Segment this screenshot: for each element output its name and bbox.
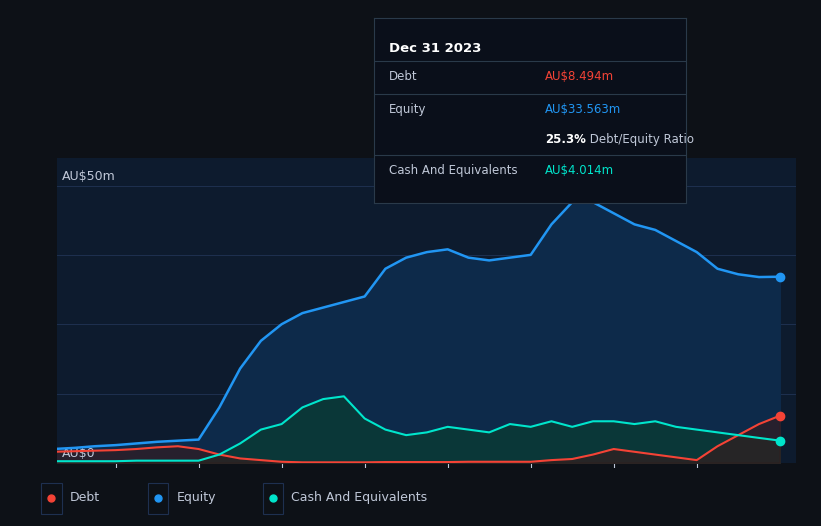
Text: Equity: Equity [177, 491, 216, 503]
Text: Equity: Equity [389, 103, 427, 116]
Text: 25.3%: 25.3% [545, 133, 586, 146]
Text: AU$50m: AU$50m [62, 170, 116, 183]
Text: Cash And Equivalents: Cash And Equivalents [389, 164, 518, 177]
Text: Debt: Debt [70, 491, 100, 503]
Text: Cash And Equivalents: Cash And Equivalents [291, 491, 428, 503]
Text: Dec 31 2023: Dec 31 2023 [389, 43, 482, 55]
Text: AU$8.494m: AU$8.494m [545, 70, 614, 83]
Text: AU$33.563m: AU$33.563m [545, 103, 621, 116]
Bar [263, 483, 283, 514]
Text: AU$4.014m: AU$4.014m [545, 164, 614, 177]
Bar [41, 483, 62, 514]
Bar [148, 483, 168, 514]
Text: AU$0: AU$0 [62, 447, 95, 460]
Text: Debt/Equity Ratio: Debt/Equity Ratio [585, 133, 694, 146]
Text: Debt: Debt [389, 70, 418, 83]
